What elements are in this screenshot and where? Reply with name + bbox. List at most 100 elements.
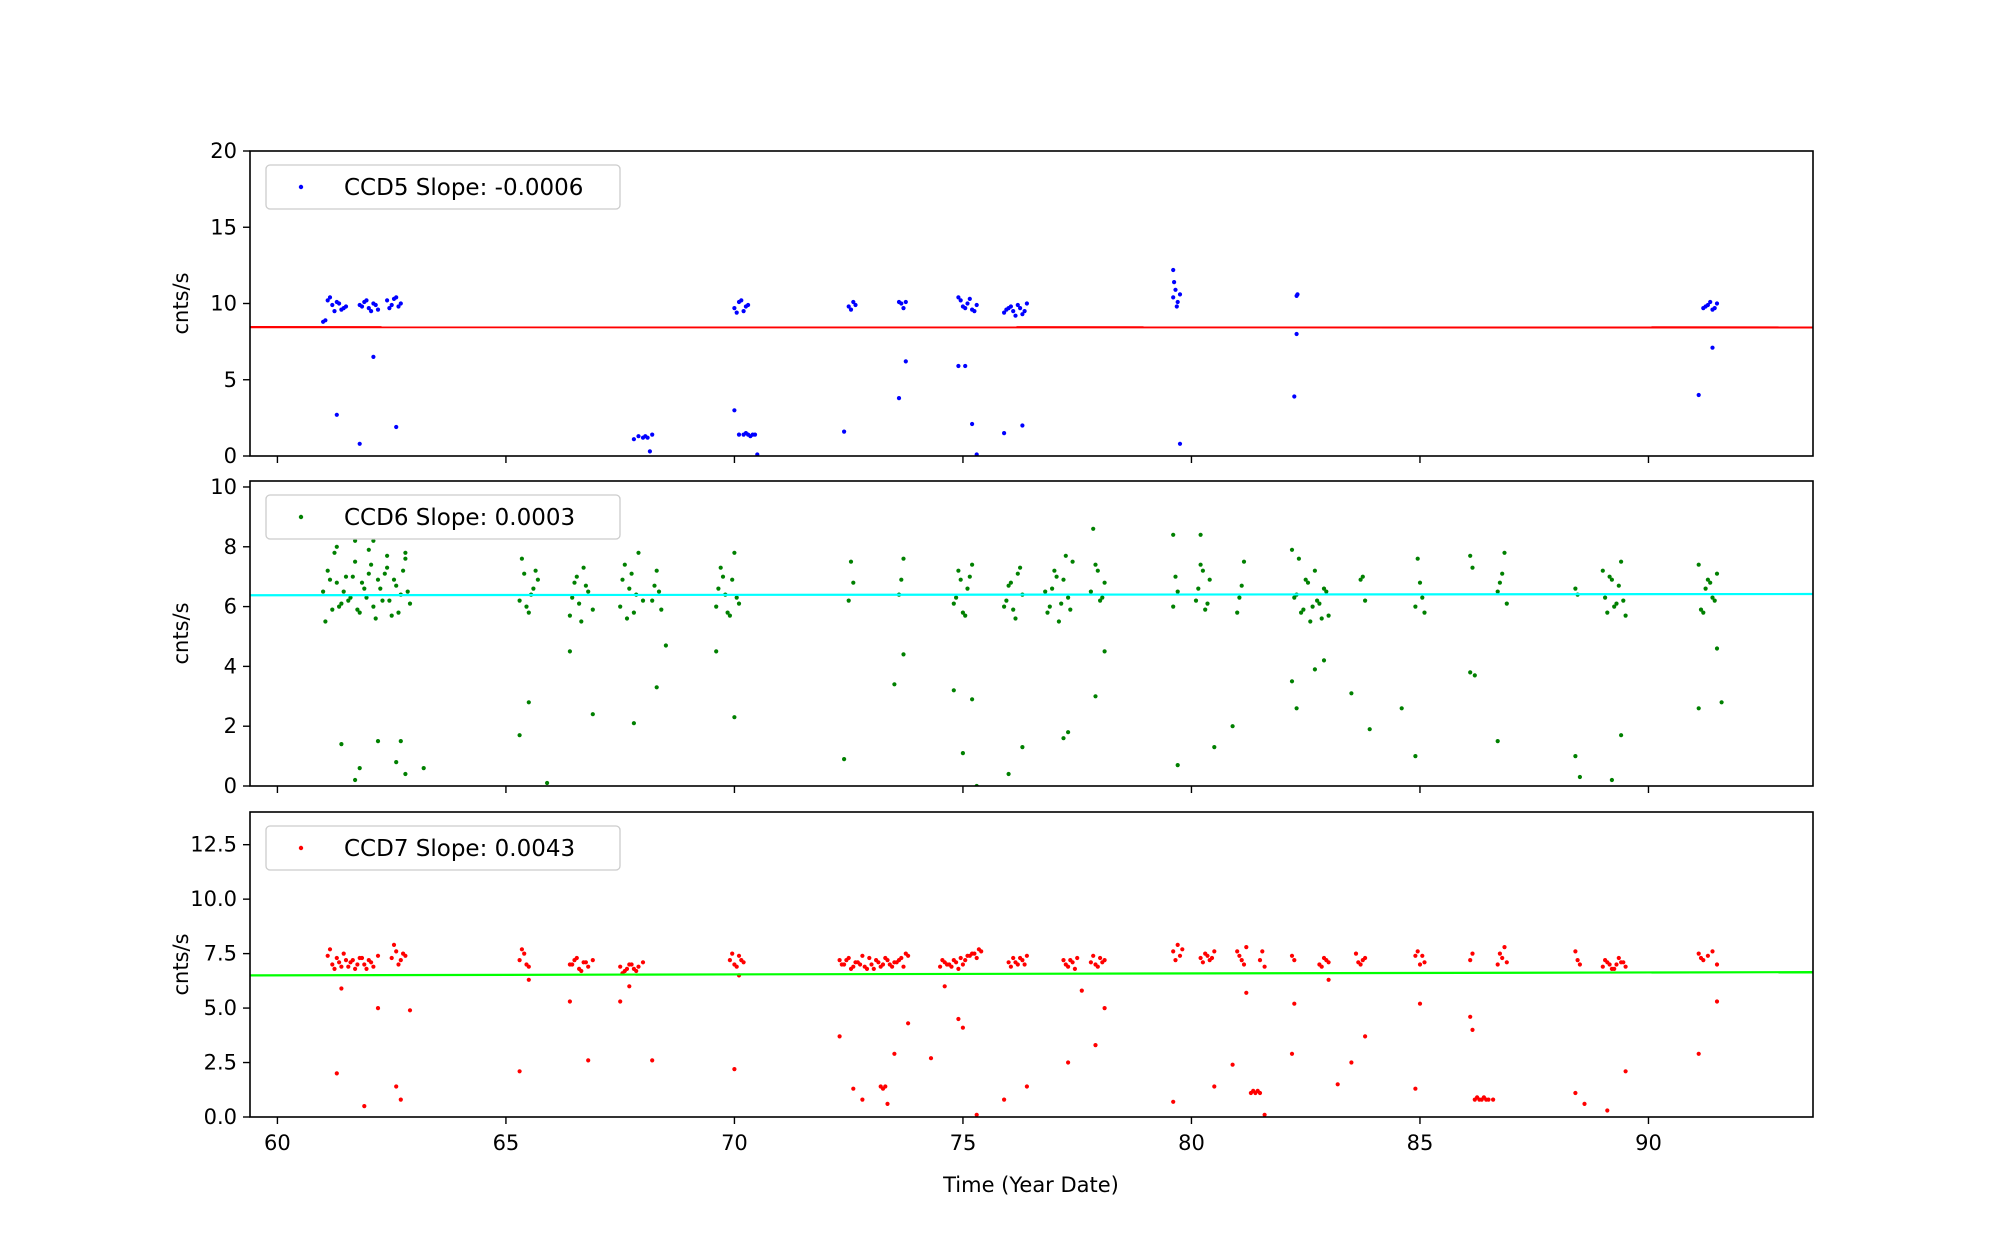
data-point	[337, 301, 342, 306]
data-point	[1173, 958, 1178, 963]
data-point	[1312, 667, 1317, 672]
data-point	[1095, 568, 1100, 573]
data-point	[359, 955, 365, 961]
data-point	[1244, 945, 1249, 950]
data-point	[1600, 964, 1605, 969]
data-point	[586, 964, 591, 969]
data-point	[1363, 1034, 1368, 1039]
y-tick-label: 7.5	[204, 942, 237, 966]
y-tick-label: 6	[224, 595, 237, 619]
data-point	[1321, 658, 1327, 663]
data-point	[1696, 1051, 1701, 1056]
data-point	[1175, 589, 1180, 594]
data-point	[1303, 577, 1308, 582]
data-point	[389, 613, 394, 618]
data-point	[631, 437, 637, 442]
data-point	[398, 739, 403, 744]
data-point	[938, 964, 943, 969]
data-point	[1616, 583, 1621, 588]
fit-line	[250, 592, 1813, 597]
data-point	[1013, 313, 1018, 318]
data-point	[963, 306, 968, 311]
data-point	[1262, 964, 1267, 969]
data-point	[1193, 598, 1199, 603]
data-point	[851, 580, 856, 585]
data-point	[901, 306, 906, 311]
data-point	[334, 544, 339, 549]
data-point	[1098, 598, 1103, 603]
data-point	[371, 354, 376, 359]
data-point	[378, 586, 383, 591]
data-point	[590, 958, 595, 963]
y-tick-label: 10.0	[190, 887, 237, 911]
data-point	[640, 960, 646, 965]
data-point	[1422, 610, 1427, 615]
data-point	[1002, 431, 1007, 436]
data-point	[586, 1058, 591, 1063]
data-point	[1468, 958, 1473, 963]
data-point	[1705, 953, 1710, 958]
data-point	[659, 607, 664, 612]
data-point	[1324, 589, 1329, 594]
data-point	[624, 616, 630, 621]
data-point	[650, 432, 655, 437]
data-point	[958, 298, 963, 303]
data-point	[1013, 960, 1018, 965]
data-point	[519, 556, 525, 561]
x-tick-label: 90	[1635, 1131, 1662, 1155]
data-point	[1171, 267, 1176, 273]
data-point	[965, 586, 970, 591]
data-point	[1171, 532, 1176, 537]
legend-box	[265, 494, 621, 540]
data-point	[1292, 394, 1297, 399]
data-point	[389, 302, 394, 308]
data-point	[853, 960, 858, 965]
data-point	[327, 947, 333, 952]
data-point	[844, 958, 849, 963]
data-point	[327, 577, 333, 582]
data-point	[1315, 598, 1320, 603]
data-point	[1292, 595, 1297, 600]
x-tick-label: 70	[721, 1131, 748, 1155]
data-point	[956, 966, 961, 972]
data-point	[366, 547, 371, 552]
data-point	[1294, 331, 1299, 337]
data-point	[526, 610, 531, 615]
data-point	[1006, 583, 1011, 588]
data-point	[846, 598, 851, 603]
data-point	[1296, 556, 1301, 561]
data-point	[369, 562, 374, 567]
data-point	[364, 298, 369, 303]
data-point	[1349, 691, 1354, 696]
data-point	[1417, 1001, 1423, 1006]
data-point	[899, 577, 904, 582]
data-point	[1061, 736, 1066, 741]
data-point	[1349, 1060, 1354, 1065]
data-point	[391, 296, 397, 301]
data-point	[899, 955, 904, 961]
data-point	[403, 771, 408, 777]
data-point	[894, 960, 899, 965]
data-point	[1358, 577, 1363, 582]
data-point	[579, 619, 584, 624]
data-point	[1714, 962, 1720, 967]
data-point	[1015, 571, 1020, 576]
data-point	[1360, 574, 1365, 579]
data-point	[403, 556, 408, 561]
data-point	[858, 962, 863, 967]
data-point	[752, 432, 758, 437]
data-point	[951, 601, 956, 606]
data-point	[375, 307, 381, 312]
plot-frame	[249, 480, 1814, 787]
data-point	[517, 598, 522, 603]
data-point	[1326, 613, 1331, 618]
data-point	[901, 652, 906, 657]
data-point	[1102, 649, 1107, 654]
legend-box	[265, 825, 621, 871]
data-point	[1024, 1084, 1029, 1089]
data-point	[1173, 574, 1178, 579]
data-point	[1701, 610, 1706, 615]
data-point	[837, 958, 842, 963]
data-point	[1175, 763, 1180, 768]
data-point	[867, 955, 872, 961]
